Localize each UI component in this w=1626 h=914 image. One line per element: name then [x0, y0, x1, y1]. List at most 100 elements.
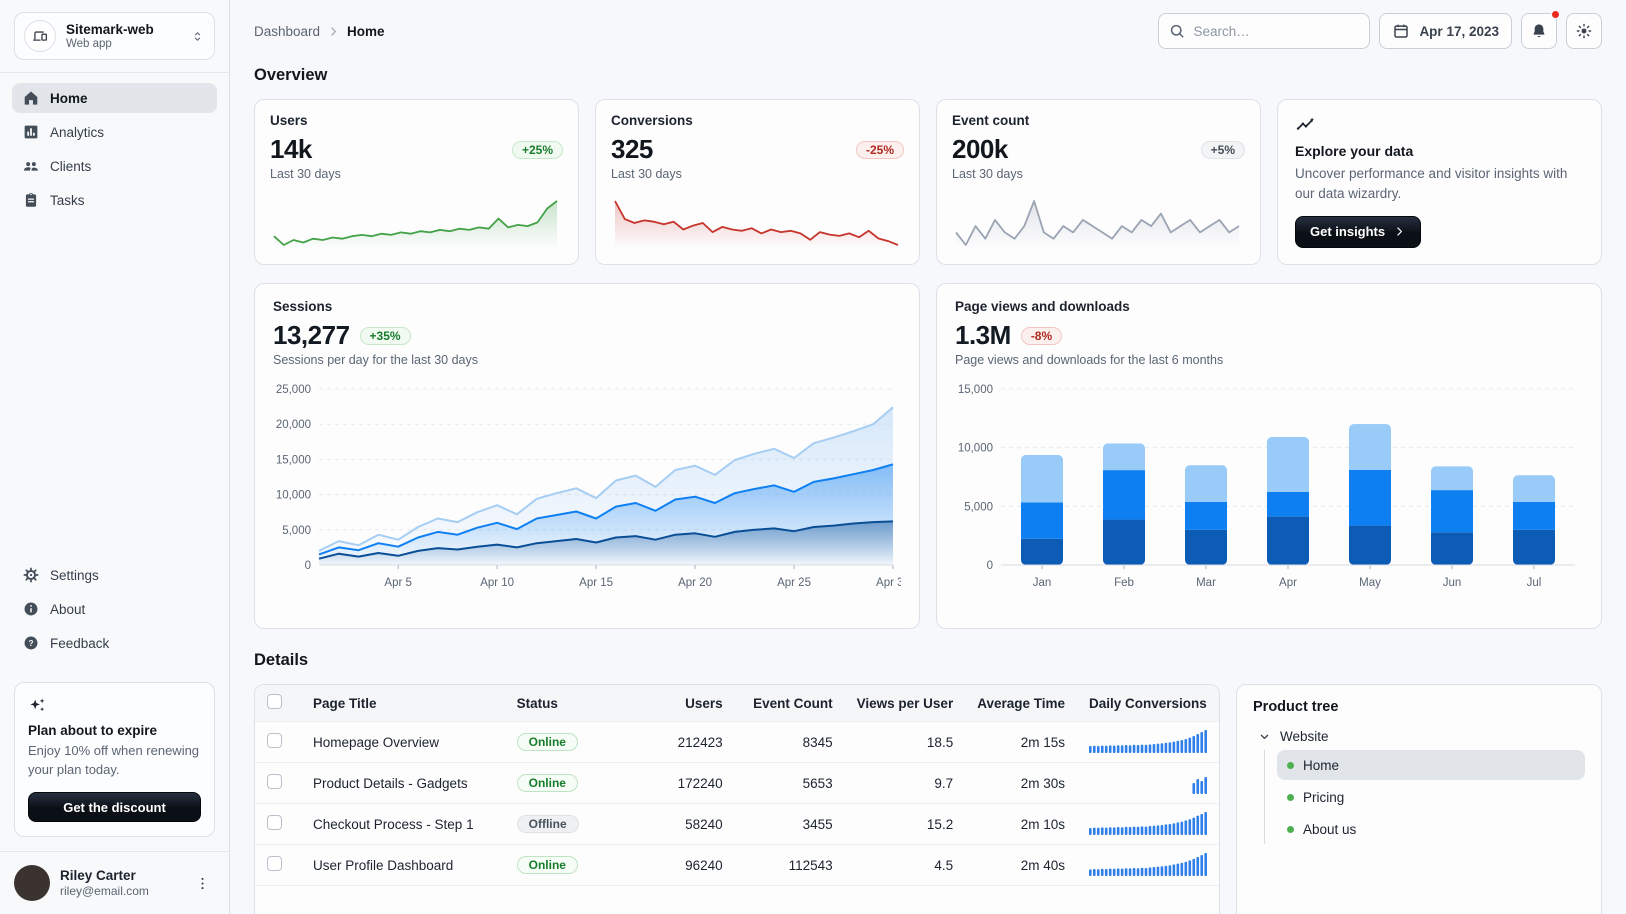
notifications-button[interactable] — [1521, 10, 1560, 49]
tree-root-label: Website — [1280, 729, 1329, 744]
sidebar-item-clients[interactable]: Clients — [12, 151, 217, 181]
average-time-cell: 2m 15s — [965, 721, 1077, 763]
svg-text:Apr 20: Apr 20 — [678, 577, 712, 589]
tree-item-home[interactable]: Home — [1277, 750, 1585, 780]
chevron-down-icon — [1257, 729, 1272, 744]
unfold-more-icon — [190, 29, 205, 44]
notification-badge — [1551, 10, 1560, 19]
tasks-icon — [22, 191, 40, 209]
tree-node-website[interactable]: Website — [1253, 727, 1585, 746]
product-tree-title: Product tree — [1253, 699, 1339, 715]
top-bar: Dashboard Home Apr 17, 2023 — [254, 10, 1602, 50]
row-select-cell — [255, 844, 301, 886]
svg-text:15,000: 15,000 — [276, 454, 311, 466]
views-per-user-cell: 9.7 — [844, 762, 966, 804]
page-views-bar-chart: 0 5,000 10,000 15,000 Jan Feb Mar Apr May Jun Jul — [955, 379, 1583, 591]
sidebar-item-settings[interactable]: Settings — [12, 560, 217, 590]
workspace-selector[interactable]: Sitemark-web Web app — [14, 12, 215, 60]
tree-item-pricing[interactable]: Pricing — [1277, 782, 1585, 812]
views-per-user-cell: 15.2 — [844, 803, 966, 845]
analytics-icon — [22, 123, 40, 141]
row-checkbox[interactable] — [267, 733, 282, 748]
trend-badge: -25% — [855, 140, 904, 159]
svg-text:Apr 10: Apr 10 — [480, 577, 514, 589]
svg-text:5,000: 5,000 — [282, 525, 311, 537]
sidebar-nav-secondary: Settings About ? Feedback — [0, 550, 229, 672]
charts-row: Sessions 13,277 +35% Sessions per day fo… — [254, 283, 1602, 629]
trend-badge: +5% — [1200, 140, 1245, 159]
event-count-cell: 3455 — [734, 803, 845, 845]
get-insights-button[interactable]: Get insights — [1295, 215, 1422, 248]
svg-text:Apr 25: Apr 25 — [777, 577, 811, 589]
average-time-cell: 2m 40s — [965, 844, 1077, 886]
plan-card-body: Enjoy 10% off when renewing your plan to… — [28, 743, 200, 778]
tree-item-label: About us — [1303, 821, 1357, 837]
stat-card-users: Users 14k +25% Last 30 days — [254, 99, 579, 265]
page-title-cell: User Profile Dashboard — [301, 844, 505, 886]
svg-text:Mar: Mar — [1196, 577, 1216, 589]
svg-text:0: 0 — [305, 560, 311, 572]
page-title-cell: Product Details - Gadgets — [301, 762, 505, 804]
svg-text:5,000: 5,000 — [964, 501, 993, 513]
event-count-cell: 5653 — [734, 762, 845, 804]
column-header-average-time: Average Time — [977, 695, 1065, 711]
theme-toggle-button[interactable] — [1566, 13, 1602, 49]
stat-value: 325 — [611, 134, 653, 164]
sessions-chart-card: Sessions 13,277 +35% Sessions per day fo… — [254, 283, 920, 629]
tree-item-about-us[interactable]: About us — [1277, 814, 1585, 844]
table-row: Product Details - Gadgets Online 172240 565… — [255, 762, 1219, 804]
chevron-right-icon — [1393, 225, 1406, 238]
details-table: Page Title Status Users Event Count Views pe… — [255, 685, 1219, 914]
sidebar-item-about[interactable]: About — [12, 594, 217, 624]
details-title: Details — [254, 651, 309, 669]
nav-item-label: Analytics — [50, 124, 105, 140]
breadcrumb: Dashboard Home — [254, 24, 385, 39]
get-discount-button[interactable]: Get the discount — [28, 792, 201, 822]
user-meta: Riley Carter riley@email.com — [60, 868, 180, 898]
breadcrumb-home: Home — [347, 23, 385, 39]
row-checkbox[interactable] — [267, 856, 282, 871]
workspace-type: Web app — [66, 38, 112, 50]
search-input[interactable] — [1158, 13, 1371, 49]
views-per-user-cell: 18.5 — [844, 721, 966, 763]
row-select-cell — [255, 762, 301, 804]
stat-card-conversions: Conversions 325 -25% Last 30 days — [595, 99, 920, 265]
row-filler — [255, 885, 1219, 914]
stat-value: 200k — [952, 134, 1008, 164]
row-checkbox[interactable] — [267, 774, 282, 789]
date-picker-button[interactable]: Apr 17, 2023 — [1379, 13, 1512, 49]
column-header-status: Status — [516, 695, 558, 711]
date-label: Apr 17, 2023 — [1419, 23, 1499, 39]
sidebar-item-home[interactable]: Home — [12, 83, 217, 113]
sidebar-item-tasks[interactable]: Tasks — [12, 185, 217, 215]
trend-badge: +25% — [511, 140, 563, 159]
select-all-checkbox[interactable] — [267, 694, 282, 709]
svg-text:10,000: 10,000 — [276, 490, 311, 502]
sidebar-item-feedback[interactable]: ? Feedback — [12, 628, 217, 658]
breadcrumb-dashboard[interactable]: Dashboard — [254, 23, 321, 39]
sidebar-item-analytics[interactable]: Analytics — [12, 117, 217, 147]
nav-item-label: About — [50, 601, 86, 617]
plan-card-title: Plan about to expire — [28, 723, 158, 739]
status-badge: Online — [516, 733, 578, 751]
svg-text:Feb: Feb — [1114, 577, 1134, 589]
bell-icon — [1530, 22, 1548, 40]
row-checkbox[interactable] — [267, 815, 282, 830]
user-menu-button[interactable] — [190, 871, 215, 896]
status-cell: Offline — [504, 803, 645, 845]
main-content: Dashboard Home Apr 17, 2023 — [230, 0, 1626, 914]
daily-conversions-cell — [1077, 762, 1219, 804]
green-dot-icon — [1287, 761, 1294, 769]
sessions-subtitle: Sessions per day for the last 30 days — [273, 353, 478, 367]
row-select-cell — [255, 721, 301, 763]
table-header-row: Page Title Status Users Event Count Views pe… — [255, 685, 1219, 722]
status-cell: Online — [504, 844, 645, 886]
average-time-cell: 2m 30s — [965, 762, 1077, 804]
promo-title: Explore your data — [1295, 143, 1414, 159]
stats-row: Users 14k +25% Last 30 days Conversions 325 -2… — [254, 99, 1602, 265]
sidebar-header: Sitemark-web Web app — [0, 0, 229, 73]
svg-text:10,000: 10,000 — [958, 443, 993, 455]
column-header-users: Users — [685, 695, 723, 711]
calendar-icon — [1392, 22, 1410, 40]
page-title-cell: Homepage Overview — [301, 721, 505, 763]
